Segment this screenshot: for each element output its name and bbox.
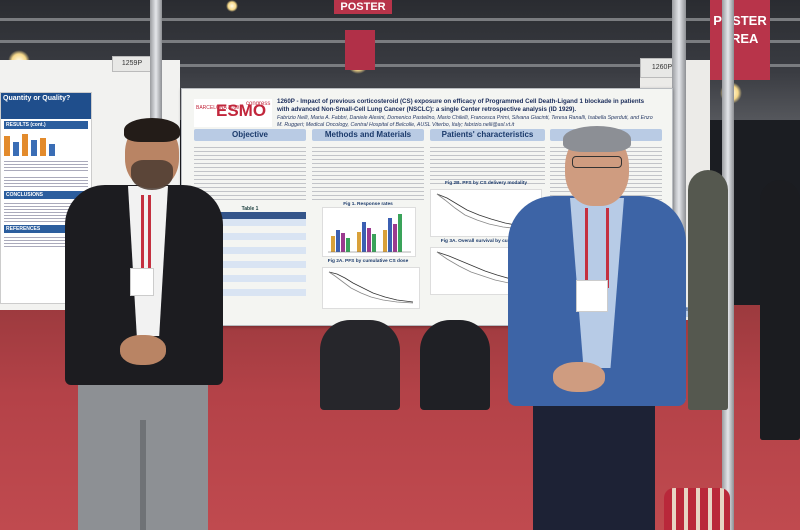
clasped-hands [553,362,605,392]
hair [124,118,180,142]
bar [13,142,19,156]
table-row [194,219,306,226]
body-text-block [4,175,88,189]
poster-title: 1260P - Impact of previous corticosteroi… [277,98,645,113]
glasses [572,156,622,168]
objective-column: Objective Table 1 N=62 [194,129,306,303]
methods-column: Methods and Materials Fig 1. Response ra… [312,129,424,207]
bar [22,134,28,156]
poster-area-banner: POSTER AREA [710,0,770,80]
grey-hair [563,126,631,152]
background-person [760,180,800,440]
bar-group [331,214,402,252]
board-number-sign: 1259P [112,56,152,72]
bar-chart-thumbnail [4,132,88,156]
pfs-curve-chart [322,267,420,309]
references-section-heading: REFERENCES [4,225,88,233]
bar [362,222,366,252]
bar [398,214,402,252]
methods-text [312,144,424,202]
patients-column: Patients' characteristics [430,129,545,184]
bar [357,232,361,252]
logo-city: BARCELONA 2019 [196,105,240,111]
fig1-caption: Fig 1. Response rates [343,202,393,207]
bar [393,224,397,252]
esmo-congress-logo: BARCELONA 2019 ESMO congress [194,99,272,127]
objective-text [194,144,306,202]
bar [372,234,376,252]
name-badge [576,280,608,312]
table-row [194,247,306,254]
bar [383,230,387,252]
bar [341,233,345,252]
bar [40,138,46,156]
hanging-banner [345,30,375,70]
bar [331,236,335,252]
logo-esmo: ESMO [216,101,267,120]
table-row [194,233,306,240]
table-row [194,261,306,268]
patients-heading: Patients' characteristics [430,129,545,141]
bar [4,136,10,156]
navy-trousers [533,394,655,530]
ceiling-light [226,0,238,12]
bar [367,228,371,252]
poster-banner: POSTER [334,0,392,14]
bar [346,238,350,252]
table-row [194,289,306,296]
background-person [688,170,728,410]
ceiling-truss [0,40,800,43]
bar [336,230,340,252]
ceiling-truss [0,64,800,67]
neighbor-poster-title: Quantity or Quality? [3,95,71,102]
fig3a-caption: Fig 3A. Overall survival by cumulative..… [440,239,532,244]
lanyard [585,208,609,288]
clasped-hands [120,335,166,365]
conclusions-section-heading: CONCLUSIONS [4,191,88,199]
ceiling-truss [0,18,800,21]
name-badge [130,268,154,296]
table-row [194,275,306,282]
body-text-block [4,159,88,173]
methods-heading: Methods and Materials [312,129,424,141]
logo-congress: congress [246,101,271,107]
response-rate-bar-chart [322,207,416,257]
trouser-gap [140,420,146,530]
objective-heading: Objective [194,129,306,141]
results-section-heading: RESULTS (cont.) [4,121,88,129]
striped-bag [664,488,730,530]
beard [131,160,173,190]
patients-text [430,144,545,184]
table-caption: Table 1 [241,206,259,212]
survival-curve [328,271,414,304]
background-person [320,320,400,410]
background-person [420,320,490,410]
neighbor-poster-header: Quantity or Quality? [1,93,91,119]
lanyard [141,195,151,270]
fig2b-caption: Fig 2B. PFS by CS delivery modality [444,181,528,186]
bar [31,140,37,156]
bar [49,144,55,156]
fig2a-caption: Fig 2A. PFS by cumulative CS dose [327,259,409,264]
survival-curve [328,271,414,303]
bar [388,218,392,252]
poster-authors: Fabrizio Nelli, Maria A. Fabbri, Daniele… [277,115,653,128]
